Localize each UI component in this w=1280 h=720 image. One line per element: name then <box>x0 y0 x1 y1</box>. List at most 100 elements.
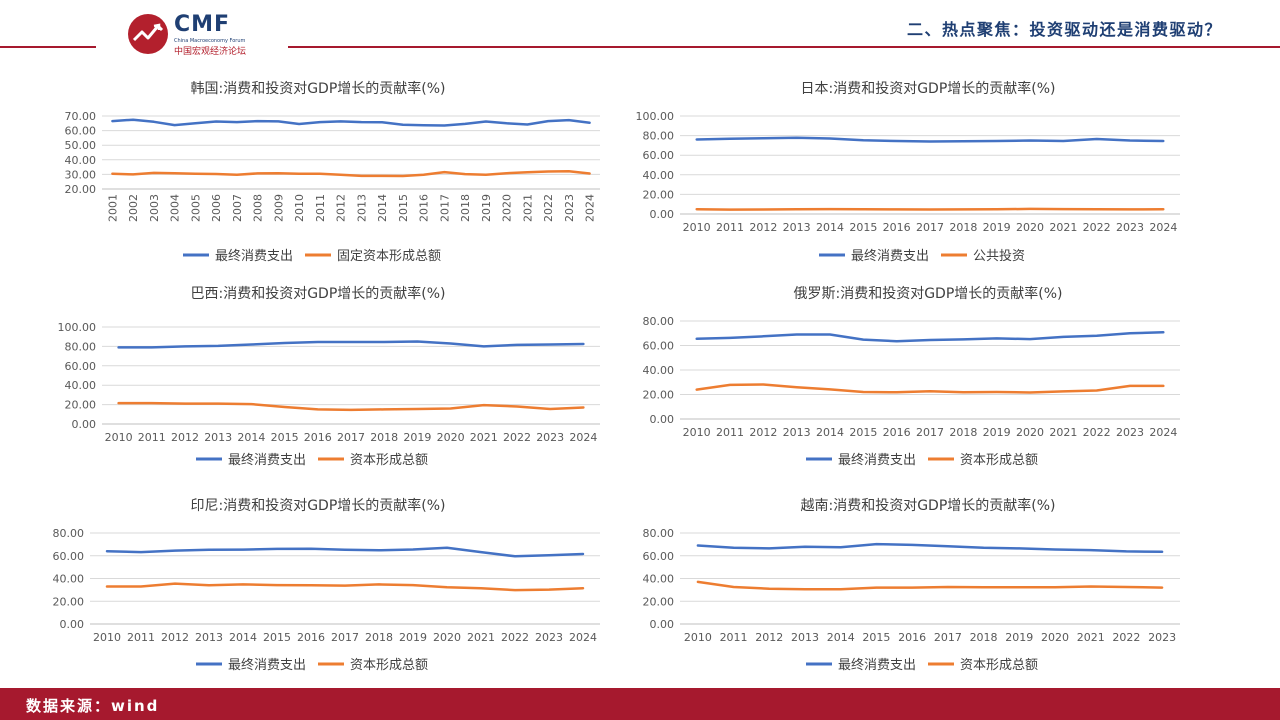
x-tick-label: 2017 <box>337 431 365 444</box>
x-tick-label: 2016 <box>883 426 911 439</box>
x-tick-label: 2007 <box>231 194 244 222</box>
header-rule-left <box>0 46 96 48</box>
x-tick-label: 2011 <box>314 194 327 222</box>
logo-subtitle-cn: 中国宏观经济论坛 <box>174 47 247 57</box>
y-tick-label: 20.00 <box>643 595 675 608</box>
series-line-2 <box>695 383 1165 394</box>
x-tick-label: 2021 <box>1077 631 1105 644</box>
x-tick-label: 2012 <box>335 194 348 222</box>
section-title: 二、热点聚焦：投资驱动还是消费驱动？ <box>906 20 1222 39</box>
x-tick-label: 2017 <box>916 426 944 439</box>
y-tick-label: 80.00 <box>643 315 675 328</box>
x-tick-label: 2012 <box>749 426 777 439</box>
y-tick-label: 40.00 <box>643 364 675 377</box>
y-tick-label: 80.00 <box>65 340 97 353</box>
series-line-1 <box>695 331 1165 343</box>
x-tick-label: 2015 <box>849 426 877 439</box>
x-tick-label: 2002 <box>127 194 140 222</box>
x-tick-label: 2008 <box>252 194 265 222</box>
legend-label: 资本形成总额 <box>350 658 428 673</box>
series-line-2 <box>117 401 585 412</box>
x-tick-label: 2024 <box>584 194 597 222</box>
x-tick-label: 2011 <box>138 431 166 444</box>
y-tick-label: 30.00 <box>65 168 97 181</box>
x-tick-label: 2023 <box>1148 631 1176 644</box>
data-source-label: 数据来源：wind <box>26 697 160 715</box>
y-tick-label: 40.00 <box>643 573 675 586</box>
chart-title: 越南:消费和投资对GDP增长的贡献率(%) <box>800 497 1055 514</box>
x-tick-label: 2024 <box>569 431 597 444</box>
series-line-1 <box>695 136 1165 143</box>
x-tick-label: 2018 <box>970 631 998 644</box>
x-tick-label: 2022 <box>1083 426 1111 439</box>
x-tick-label: 2018 <box>459 194 472 222</box>
x-tick-label: 2011 <box>127 631 155 644</box>
x-tick-label: 2005 <box>189 194 202 222</box>
y-tick-label: 60.00 <box>643 550 675 563</box>
x-tick-label: 2016 <box>883 221 911 234</box>
x-tick-label: 2023 <box>535 631 563 644</box>
legend-label: 最终消费支出 <box>228 452 306 468</box>
x-tick-label: 2009 <box>272 194 285 222</box>
series-line-1 <box>696 542 1164 554</box>
header-rule-right <box>288 46 1280 48</box>
logo-text: CMF <box>174 12 231 37</box>
legend-label: 最终消费支出 <box>215 248 293 264</box>
logo-emblem-icon <box>128 14 168 54</box>
series-line-2 <box>111 169 591 178</box>
x-tick-label: 2021 <box>467 631 495 644</box>
logo-subtitle-en: China Macroeconomy Forum <box>174 38 246 44</box>
y-tick-label: 0.00 <box>650 208 675 221</box>
chart-vietnam: 越南:消费和投资对GDP增长的贡献率(%) 0.00 20.00 40.00 60.00… <box>630 493 1250 688</box>
cmf-logo: CMF China Macroeconomy Forum 中国宏观经济论坛 <box>124 10 294 58</box>
legend-label: 资本形成总额 <box>960 453 1038 468</box>
x-tick-label: 2015 <box>271 431 299 444</box>
x-tick-label: 2022 <box>542 194 555 222</box>
y-tick-label: 60.00 <box>643 340 675 353</box>
x-tick-label: 2020 <box>1016 221 1044 234</box>
x-tick-label: 2012 <box>161 631 189 644</box>
chart-russia: 俄罗斯:消费和投资对GDP增长的贡献率(%) 0.00 20.00 40.00 60.0… <box>630 281 1250 476</box>
x-tick-label: 2011 <box>716 426 744 439</box>
x-tick-label: 2016 <box>418 194 431 222</box>
x-tick-label: 2012 <box>749 221 777 234</box>
x-tick-label: 2018 <box>365 631 393 644</box>
x-tick-label: 2022 <box>1112 631 1140 644</box>
x-tick-label: 2015 <box>849 221 877 234</box>
x-tick-label: 2010 <box>293 194 306 222</box>
x-tick-label: 2017 <box>916 221 944 234</box>
slide-header: CMF China Macroeconomy Forum 中国宏观经济论坛 二、… <box>0 0 1280 60</box>
x-tick-label: 2019 <box>399 631 427 644</box>
x-tick-label: 2016 <box>304 431 332 444</box>
x-tick-label: 2024 <box>1149 426 1177 439</box>
chart-title: 巴西:消费和投资对GDP增长的贡献率(%) <box>190 285 445 302</box>
x-tick-label: 2013 <box>783 426 811 439</box>
y-tick-label: 80.00 <box>643 527 675 540</box>
legend-label: 最终消费支出 <box>851 248 929 264</box>
x-tick-label: 2006 <box>210 194 223 222</box>
series-line-1 <box>105 546 585 558</box>
x-tick-label: 2013 <box>195 631 223 644</box>
y-tick-label: 20.00 <box>643 188 675 201</box>
legend-label: 固定资本形成总额 <box>337 249 441 264</box>
series-line-2 <box>105 582 585 592</box>
series-line-2 <box>695 207 1165 211</box>
x-tick-label: 2014 <box>229 631 257 644</box>
y-tick-label: 20.00 <box>65 183 97 196</box>
x-tick-label: 2010 <box>683 426 711 439</box>
x-tick-label: 2014 <box>237 431 265 444</box>
chart-title: 印尼:消费和投资对GDP增长的贡献率(%) <box>190 497 445 514</box>
x-tick-label: 2014 <box>816 426 844 439</box>
chart-title: 日本:消费和投资对GDP增长的贡献率(%) <box>800 80 1055 97</box>
y-tick-label: 60.00 <box>643 149 675 162</box>
x-tick-label: 2023 <box>563 194 576 222</box>
x-tick-label: 2020 <box>433 631 461 644</box>
series-line-1 <box>117 340 585 349</box>
x-tick-label: 2022 <box>1083 221 1111 234</box>
x-tick-label: 2013 <box>355 194 368 222</box>
x-tick-label: 2018 <box>370 431 398 444</box>
x-tick-label: 2019 <box>403 431 431 444</box>
x-tick-label: 2020 <box>1041 631 1069 644</box>
x-tick-label: 2023 <box>1116 426 1144 439</box>
